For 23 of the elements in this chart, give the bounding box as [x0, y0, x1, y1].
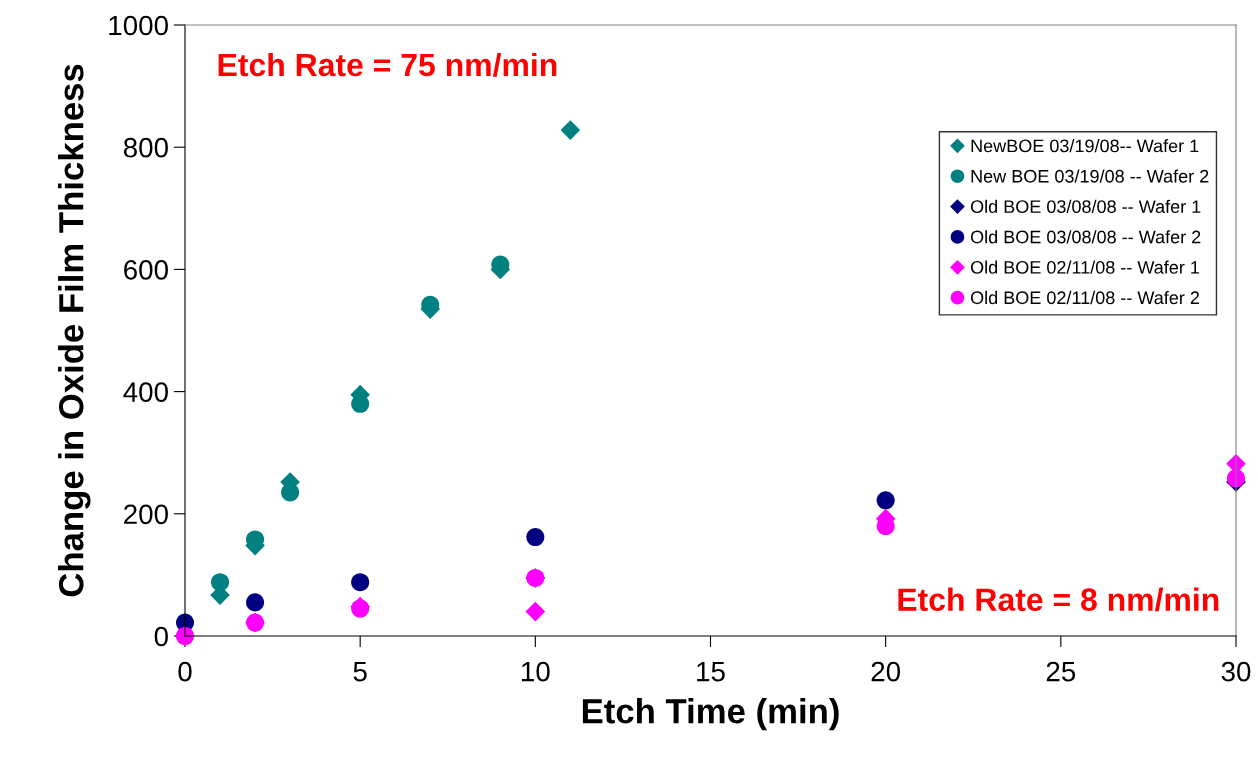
legend-label: NewBOE 03/19/08-- Wafer 1: [971, 139, 1199, 153]
y-axis-title: Change in Oxide Film Thickness: [58, 64, 91, 597]
x-tick-label: 0: [178, 661, 192, 682]
legend-label: Old BOE 03/08/08 -- Wafer 2: [970, 230, 1201, 244]
x-axis-title: Etch Time (min): [582, 698, 839, 731]
y-tick-label: 600: [124, 260, 168, 280]
y-tick-label: 400: [123, 382, 168, 402]
x-tick-label: 15: [697, 662, 725, 682]
x-tick-label: 30: [1221, 661, 1251, 682]
x-tick-label: 5: [353, 662, 367, 682]
annotation: Etch Rate = 8 nm/min: [898, 587, 1219, 612]
x-tick-label: 25: [1046, 661, 1076, 682]
y-tick-label: 1000: [109, 15, 168, 36]
legend-label: Old BOE 03/08/08 -- Wafer 1: [970, 199, 1201, 214]
y-tick-label: 0: [154, 626, 168, 647]
annotation: Etch Rate = 75 nm/min: [218, 52, 557, 77]
legend-label: Old BOE 02/11/08 -- Wafer 2: [970, 290, 1199, 305]
legend-label: New BOE 03/19/08 -- Wafer 2: [971, 169, 1209, 183]
y-tick-label: 200: [124, 504, 168, 525]
x-tick-label: 10: [522, 661, 550, 682]
x-tick-label: 20: [871, 661, 901, 682]
legend-label: Old BOE 02/11/08 -- Wafer 1: [970, 260, 1200, 274]
y-tick-label: 800: [123, 137, 168, 158]
